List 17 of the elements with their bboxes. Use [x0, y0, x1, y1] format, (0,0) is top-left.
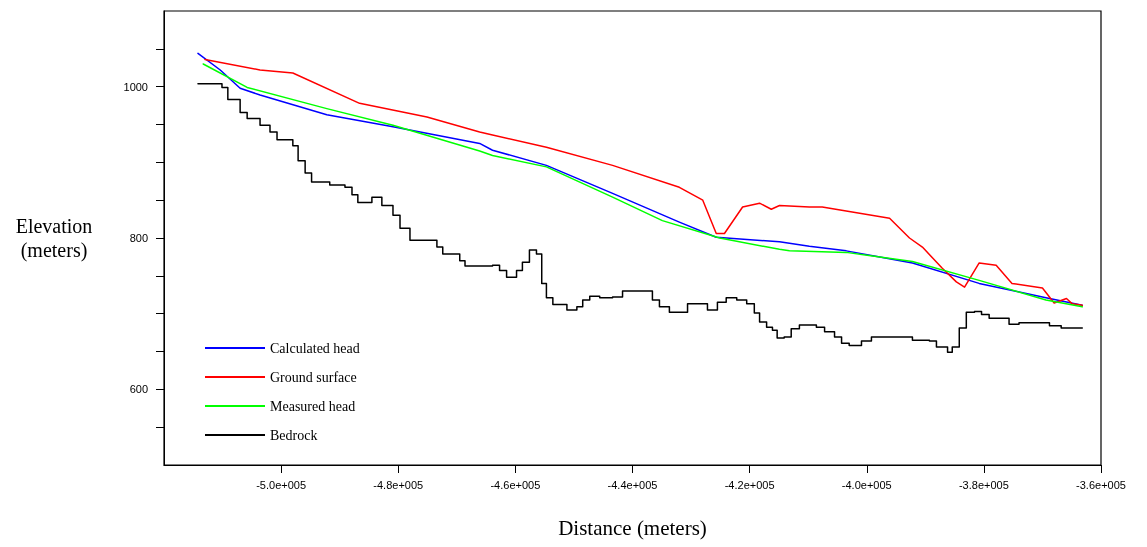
x-tick-label: -5.0e+005 — [256, 478, 307, 491]
y-tick-label: 600 — [129, 383, 148, 396]
x-tick-label: -4.2e+005 — [724, 478, 775, 491]
legend-label: Measured head — [270, 398, 356, 414]
x-tick-label: -4.4e+005 — [607, 478, 658, 491]
x-tick-label: -4.0e+005 — [841, 478, 892, 491]
x-axis-title: Distance (meters) — [558, 515, 707, 540]
y-tick-label: 1000 — [123, 80, 148, 93]
x-tick-label: -3.6e+005 — [1076, 478, 1126, 491]
x-tick-label: -3.8e+005 — [958, 478, 1009, 491]
x-tick-label: -4.6e+005 — [490, 478, 541, 491]
x-tick-label: -4.8e+005 — [373, 478, 424, 491]
y-axis-title: Elevation (meters) — [15, 215, 93, 262]
legend-label: Calculated head — [270, 340, 360, 356]
legend-label: Bedrock — [270, 427, 318, 443]
y-tick-label: 800 — [129, 232, 148, 244]
legend-label: Ground surface — [270, 369, 357, 385]
